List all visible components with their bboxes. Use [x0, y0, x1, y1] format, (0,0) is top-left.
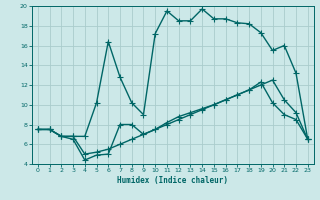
X-axis label: Humidex (Indice chaleur): Humidex (Indice chaleur) [117, 176, 228, 185]
